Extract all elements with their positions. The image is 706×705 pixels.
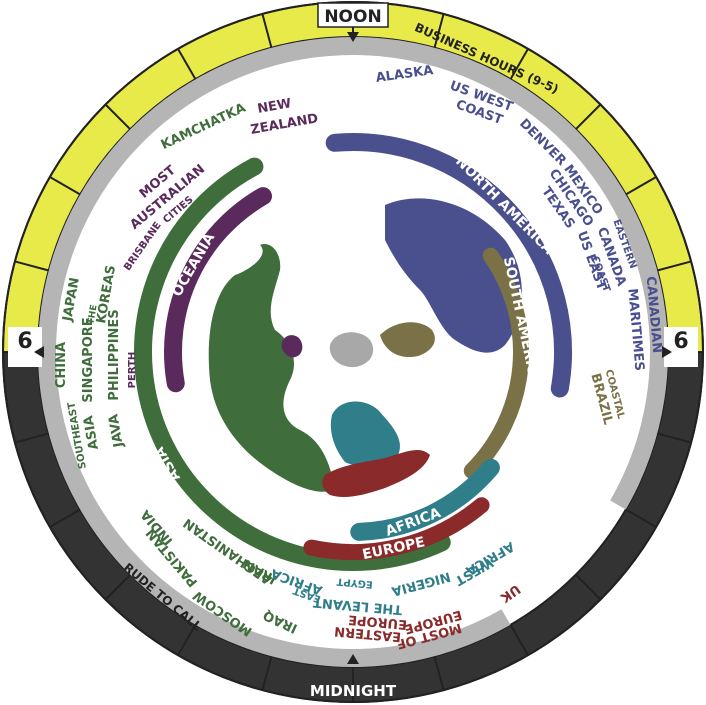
- europe-arc: [303, 497, 490, 560]
- place-africa-w: AFRICA: [463, 538, 517, 578]
- midnight-label: MIDNIGHT: [310, 682, 397, 700]
- midnight-marker: [347, 654, 359, 664]
- europe-landmass: [322, 449, 430, 498]
- pm-marker: [662, 346, 672, 358]
- place-new: NEW: [256, 96, 292, 117]
- place-eastern-eu: EASTERN: [334, 623, 402, 644]
- asia-arc: [133, 157, 451, 571]
- place-java: JAVA: [106, 413, 127, 449]
- hour-tick: [575, 574, 602, 601]
- noon-marker: [347, 32, 359, 42]
- rude-to-call-band: [80, 500, 511, 667]
- hour-tick: [657, 260, 692, 272]
- place-nigeria: NIGERIA: [390, 568, 452, 598]
- hour-tick: [433, 656, 445, 691]
- hour-tick: [575, 103, 602, 130]
- place-maritimes: MARITIMES: [624, 288, 646, 372]
- place-alaska: ALASKA: [375, 63, 434, 86]
- place-iraq: IRAQ: [261, 607, 300, 636]
- hour-tick: [657, 432, 692, 444]
- pm-hour: 6: [673, 329, 688, 354]
- north-america-landmass: [385, 198, 522, 353]
- place-philippines: PHILIPPINES: [107, 309, 122, 400]
- hour-tick: [509, 624, 529, 656]
- north-america-arc: [325, 133, 572, 398]
- south-america-arc: [463, 247, 529, 479]
- hour-tick: [14, 260, 49, 272]
- hour-tick: [177, 48, 197, 80]
- africa-arc: [350, 458, 500, 541]
- place-uk: UK: [497, 581, 523, 606]
- place-canadian: CANADIAN: [643, 276, 665, 354]
- hour-tick: [104, 574, 131, 601]
- antarctica-landmass: [329, 332, 374, 368]
- hour-tick: [509, 48, 529, 80]
- place-the: THE: [86, 304, 99, 325]
- africa-landmass: [330, 401, 400, 466]
- hour-tick: [261, 656, 273, 691]
- hour-tick: [49, 176, 81, 196]
- pm-box: [664, 327, 698, 367]
- hour-tick: [14, 432, 49, 444]
- am-marker: [34, 346, 44, 358]
- hour-tick: [49, 508, 81, 528]
- place-china: CHINA: [54, 342, 69, 388]
- hour-tick: [261, 13, 273, 48]
- am-box: [8, 327, 42, 367]
- noon-box: [317, 2, 389, 28]
- pm-label: PM: [672, 358, 689, 369]
- hour-tick: [433, 13, 445, 48]
- hour-tick: [625, 508, 657, 528]
- place-europe-e: EUROPE: [348, 611, 408, 631]
- oceania-arc: [164, 187, 272, 393]
- place-singapore: SINGAPORE: [81, 317, 96, 402]
- place-egypt: EGYPT: [336, 575, 373, 589]
- am-label: AM: [16, 358, 34, 369]
- place-perth: PERTH: [127, 352, 138, 389]
- eurasia-landmass: [208, 244, 335, 492]
- hour-tick: [104, 103, 131, 130]
- place-asia-se: ASIA: [81, 414, 102, 450]
- am-hour: 6: [17, 329, 32, 354]
- hour-tick: [177, 624, 197, 656]
- australia-landmass: [281, 335, 303, 358]
- noon-label: NOON: [324, 7, 381, 27]
- south-america-landmass: [380, 322, 435, 358]
- world-map: [208, 198, 522, 498]
- hour-tick: [625, 176, 657, 196]
